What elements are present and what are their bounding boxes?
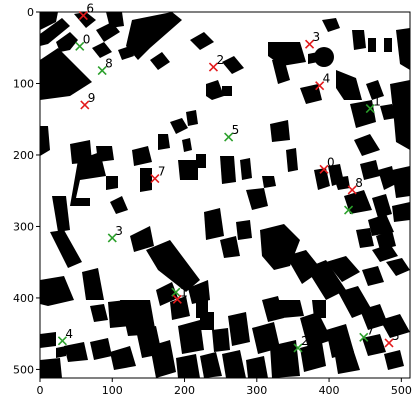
point-label: 3 (313, 30, 321, 44)
scatter-point (171, 287, 181, 297)
y-tick-label: 500 (13, 363, 34, 376)
point-label: 6 (86, 2, 94, 16)
scatter-point (80, 100, 90, 110)
point-label: 2 (216, 53, 224, 67)
point-label: 2 (301, 334, 309, 348)
point-label: 8 (105, 57, 113, 71)
point-label: 4 (323, 72, 331, 86)
scatter-point (293, 343, 303, 353)
point-label: 6 (179, 278, 187, 292)
y-tick-label: 300 (13, 220, 34, 233)
scatter-point (359, 332, 369, 342)
scatter-point (150, 173, 160, 184)
point-label: 0 (327, 155, 335, 169)
scatter-point (107, 233, 117, 243)
point-label: 9 (352, 196, 360, 210)
x-tick-label: 100 (102, 384, 123, 397)
scatter-point (319, 164, 329, 174)
scatter-point (75, 41, 85, 51)
x-tick-label: 500 (391, 384, 412, 397)
point-label: 7 (158, 165, 166, 179)
x-tick-label: 0 (37, 384, 44, 397)
y-tick-label: 400 (13, 292, 34, 305)
scatter-point (365, 103, 375, 114)
x-tick-label: 400 (319, 384, 340, 397)
scatter-points: 0 1 2 3 4 5 6 7 8 9 0 1 2 3 4 5 6 7 8 9 (57, 2, 400, 353)
x-tick-label: 200 (174, 384, 195, 397)
y-tick-label: 200 (13, 149, 34, 162)
scatter-point (344, 205, 354, 215)
point-label: 7 (367, 323, 375, 337)
scatter-point (78, 11, 88, 21)
axes-frame (39, 11, 411, 379)
point-label: 1 (180, 285, 188, 299)
point-label: 5 (232, 123, 240, 137)
scatter-point (384, 338, 394, 348)
y-tick-label: 0 (27, 6, 34, 19)
point-label: 8 (355, 176, 363, 190)
y-tick-label: 100 (13, 77, 34, 90)
x-tick-label: 300 (246, 384, 267, 397)
point-label: 1 (373, 95, 381, 109)
scatter-point (315, 81, 325, 91)
scatter-point (172, 294, 182, 304)
scatter-point (97, 66, 107, 76)
scatter-point (224, 132, 234, 142)
point-label: 9 (88, 91, 96, 105)
scatter-point (304, 39, 315, 49)
scatter-point (208, 62, 219, 72)
scatter-point (57, 336, 67, 346)
point-label: 4 (65, 327, 73, 341)
scatter-point (347, 185, 357, 195)
point-label: 0 (83, 32, 91, 46)
building-footprints (40, 12, 410, 378)
point-label: 5 (392, 329, 400, 343)
point-label: 3 (115, 224, 123, 238)
